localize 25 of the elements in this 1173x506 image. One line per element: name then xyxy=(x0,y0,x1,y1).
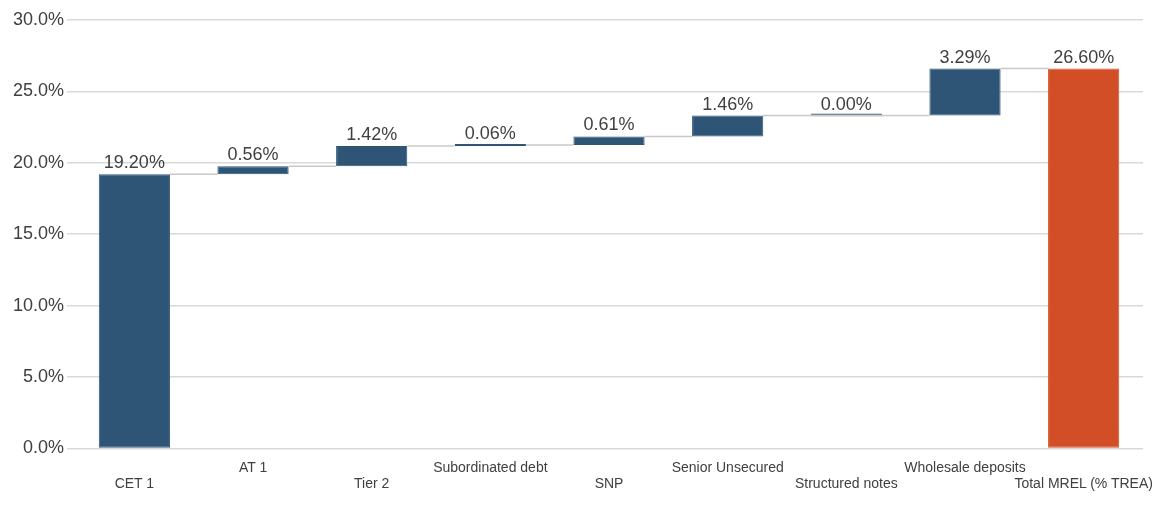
y-tick-label: 0.0% xyxy=(23,437,65,458)
x-tick-label: Wholesale deposits xyxy=(904,458,1026,475)
x-tick-label: AT 1 xyxy=(238,458,268,475)
y-tick-label: 10.0% xyxy=(12,294,65,315)
y-tick-label: 20.0% xyxy=(12,151,65,172)
data-label: 1.46% xyxy=(702,93,754,114)
data-label: 0.56% xyxy=(227,144,279,165)
data-label: 0.61% xyxy=(583,114,635,135)
x-tick-label: SNP xyxy=(594,475,624,492)
x-tick-label: Total MREL (% TREA) xyxy=(1014,475,1153,492)
data-label: 3.29% xyxy=(939,46,991,67)
data-label: 26.60% xyxy=(1053,46,1115,67)
y-tick-label: 30.0% xyxy=(12,8,65,29)
data-label: 0.00% xyxy=(820,93,872,114)
data-label: 0.06% xyxy=(464,123,516,144)
x-tick-label: Tier 2 xyxy=(354,475,390,492)
x-tick-label: Structured notes xyxy=(794,475,898,492)
data-label: 1.42% xyxy=(346,123,398,144)
x-tick-label: Senior Unsecured xyxy=(671,458,784,475)
y-tick-label: 15.0% xyxy=(12,223,65,244)
y-tick-label: 25.0% xyxy=(12,80,65,101)
x-tick-label: CET 1 xyxy=(114,475,155,492)
y-tick-label: 5.0% xyxy=(23,365,65,386)
x-tick-label: Subordinated debt xyxy=(433,458,548,475)
data-label: 19.20% xyxy=(103,152,165,173)
